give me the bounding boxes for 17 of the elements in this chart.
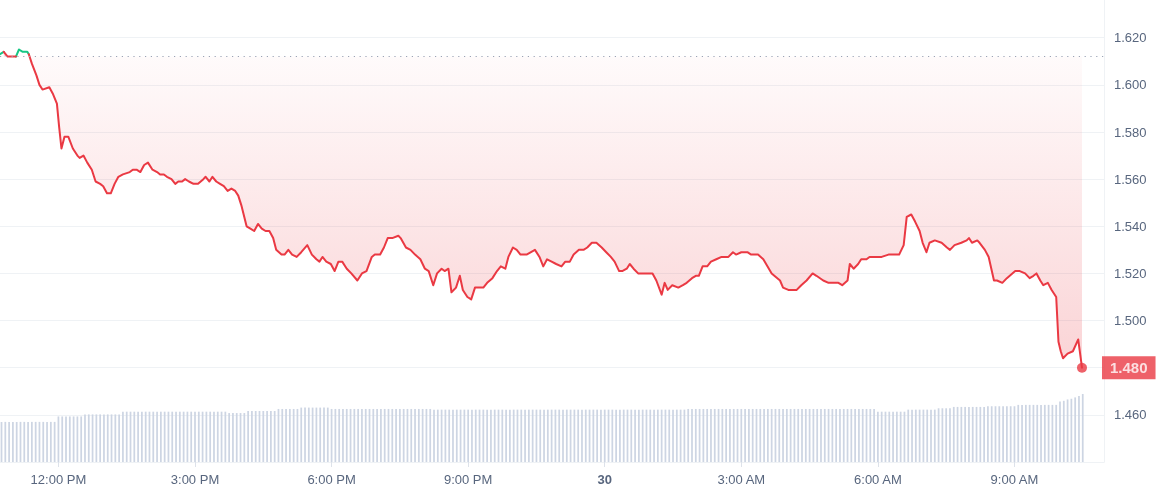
x-tick-label: 30 xyxy=(597,472,612,487)
x-tick-label: 6:00 AM xyxy=(854,472,902,487)
x-tick-label: 6:00 PM xyxy=(307,472,356,487)
y-tick-label: 1.500 xyxy=(1114,313,1147,329)
y-tick-label: 1.580 xyxy=(1114,124,1147,140)
y-tick-label: 1.560 xyxy=(1114,171,1147,187)
x-tick-label: 9:00 PM xyxy=(443,472,493,487)
y-tick-label: 1.460 xyxy=(1114,407,1147,423)
data-label: 1.480 xyxy=(1110,359,1148,377)
y-tick-label: 1.520 xyxy=(1114,265,1147,281)
x-tick-label: 3:00 AM xyxy=(717,472,766,487)
x-tick-label: 3:00 PM xyxy=(170,472,220,487)
y-tick-label: 1.540 xyxy=(1114,218,1147,234)
y-tick-label: 1.620 xyxy=(1114,30,1147,46)
y-tick-label: 1.600 xyxy=(1114,77,1147,93)
x-tick-label: 9:00 AM xyxy=(990,472,1039,487)
x-tick-label: 12:00 PM xyxy=(30,472,87,487)
